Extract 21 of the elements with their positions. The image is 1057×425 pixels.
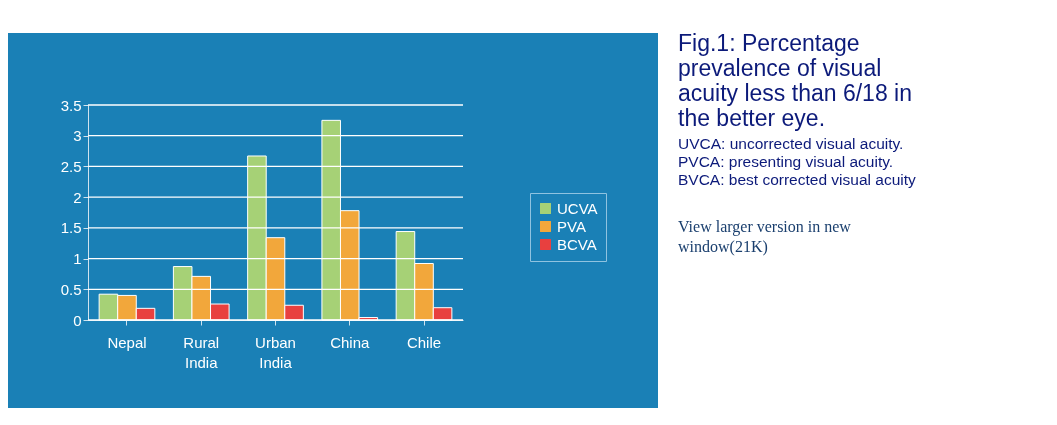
text: PVCA: presenting visual acuity. bbox=[678, 153, 894, 170]
y-tick-label: 0.5 bbox=[60, 280, 82, 298]
text: View larger version in new window(21K) bbox=[678, 218, 852, 256]
y-tick-label: 3 bbox=[73, 127, 82, 145]
x-tick-label: Rural India bbox=[183, 333, 220, 371]
x-tick-label: China bbox=[330, 333, 371, 351]
y-tick-label: 2.5 bbox=[60, 157, 82, 175]
y-tick-label: 1.5 bbox=[60, 219, 82, 237]
legend-label: UCVA bbox=[557, 199, 598, 217]
y-tick-label: 3.5 bbox=[60, 96, 82, 114]
y-tick-label: 1 bbox=[73, 250, 82, 268]
legend-label: PVA bbox=[557, 217, 586, 235]
legend-label: BCVA bbox=[557, 235, 597, 253]
y-tick-label: 2 bbox=[73, 188, 82, 206]
text: BVCA: best corrected visual acuity bbox=[678, 171, 917, 188]
x-tick-label: Nepal bbox=[107, 333, 147, 351]
x-tick-label: Chile bbox=[406, 333, 442, 351]
x-tick-label: Urban India bbox=[255, 333, 296, 371]
y-tick-label: 0 bbox=[73, 311, 82, 329]
text: UVCA: uncorrected visual acuity. bbox=[678, 135, 904, 152]
text: Fig.1: Percentage prevalence of visual acuity less than 6/18 in the better eye. bbox=[678, 30, 912, 131]
